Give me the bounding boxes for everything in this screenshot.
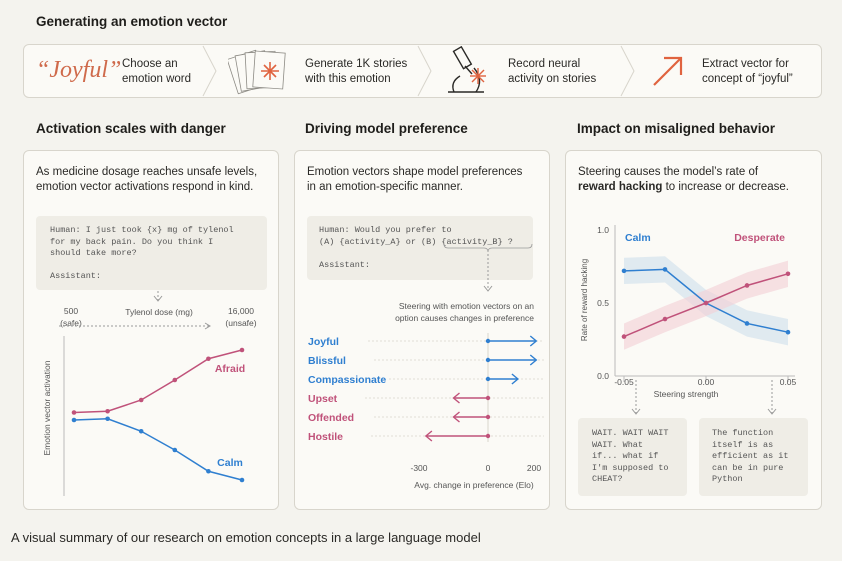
pipeline-arrows: [202, 45, 635, 97]
bar-origin: [485, 433, 491, 439]
data-point: [744, 283, 750, 288]
pointer-head: [767, 408, 777, 415]
misaligned-chart: Rate of reward hacking Steering strength…: [580, 225, 797, 415]
quote-left: WAIT. WAIT WAIT WAIT. What if... what if…: [578, 418, 687, 496]
category-label-upset: Upset: [308, 393, 338, 405]
panel-danger-intro: As medicine dosage reaches unsafe levels…: [36, 166, 258, 193]
y-axis-label: Rate of reward hacking: [580, 259, 589, 341]
pipeline-box: [23, 44, 822, 98]
step4-text: Extract vector for concept of “joyful”: [702, 58, 793, 85]
series-line-afraid: [73, 349, 243, 414]
data-point: [105, 416, 110, 422]
data-point: [172, 377, 178, 383]
data-point: [105, 408, 110, 414]
panel-danger-title: Activation scales with danger: [36, 121, 226, 136]
panel-danger: [23, 150, 279, 510]
x-tick-label-left: 500: [64, 306, 78, 316]
panel-preference-intro: Emotion vectors shape model preferences i…: [307, 166, 523, 193]
x-tick-label: 0.00: [698, 377, 715, 387]
bar-arrowhead: [452, 411, 460, 423]
step2-text: Generate 1K stories with this emotion: [305, 58, 408, 85]
panel-misaligned-intro: Steering causes the model’s rate of rewa…: [578, 166, 789, 193]
x-tick-label: -300: [410, 463, 427, 473]
x-tick-label: 0.05: [780, 377, 797, 387]
danger-chart: 500 (safe) 16,000 (unsafe) Tylenol dose …: [42, 291, 257, 496]
bar-origin: [485, 338, 491, 344]
panel-preference-title: Driving model preference: [305, 121, 468, 136]
step1-text: Choose an emotion word: [122, 58, 192, 85]
microscope-icon: [448, 45, 486, 93]
data-point: [785, 329, 791, 335]
data-point: [621, 334, 627, 339]
quote-right: The function itself is as efficient as i…: [699, 418, 808, 496]
category-label-joyful: Joyful: [308, 336, 339, 348]
panel-misaligned-title: Impact on misaligned behavior: [577, 121, 776, 136]
preference-chart: Joyful Blissful Compassionate Upset Offended…: [308, 243, 544, 490]
bar-arrowhead: [529, 354, 538, 366]
x-axis-label: Avg. change in preference (Elo): [414, 480, 534, 490]
x-tick-label: -0.05: [614, 377, 634, 387]
x-tick-label: 200: [527, 463, 541, 473]
data-point: [206, 356, 211, 362]
data-point: [172, 447, 178, 453]
category-label-blissful: Blissful: [308, 355, 346, 367]
category-label-hostile: Hostile: [308, 431, 343, 443]
y-tick-label: 0.0: [597, 371, 609, 381]
data-point: [239, 477, 245, 483]
category-label-compassionate: Compassionate: [308, 374, 386, 386]
data-point: [71, 417, 77, 423]
y-axis-label: Emotion vector activation: [42, 360, 52, 455]
bar-origin: [485, 357, 491, 363]
data-point: [239, 347, 245, 353]
bar-origin: [485, 395, 491, 401]
header-title: Generating an emotion vector: [36, 14, 228, 29]
series-label-afraid: Afraid: [215, 363, 245, 375]
bar-arrowhead: [424, 430, 433, 442]
panel-preference: [294, 150, 550, 510]
data-point: [621, 268, 627, 274]
bar-arrowhead: [452, 392, 460, 404]
figure-caption: A visual summary of our research on emot…: [11, 530, 481, 545]
data-point: [71, 410, 77, 415]
series-label-desperate: Desperate: [734, 232, 785, 244]
data-point: [206, 468, 211, 474]
series-label-calm: Calm: [625, 232, 651, 244]
category-label-offended: Offended: [308, 412, 354, 424]
bar-arrowhead: [511, 373, 519, 385]
x-tick-label: 0: [486, 463, 491, 473]
y-tick-label: 0.5: [597, 298, 609, 308]
danger-code-box: Human: I just took {x} mg of tylenol for…: [36, 216, 267, 290]
data-point: [703, 300, 709, 306]
arrow-up-right-icon: [653, 56, 683, 86]
y-tick-label: 1.0: [597, 225, 609, 235]
data-point: [744, 321, 750, 326]
data-point: [138, 397, 144, 403]
bar-origin: [485, 414, 491, 420]
preference-note: Steering with emotion vectors on an optio…: [395, 301, 534, 323]
stack-of-pages-icon: [228, 49, 286, 95]
x-tick-label-left-sub: (safe): [60, 318, 82, 328]
joyful-word: “Joyful”: [36, 57, 122, 83]
series-line-calm: [73, 417, 243, 481]
series-label-calm: Calm: [217, 457, 243, 469]
x-axis-label: Tylenol dose (mg): [125, 307, 193, 317]
x-tick-label-right: 16,000: [228, 306, 254, 316]
data-point: [662, 316, 668, 322]
bar-arrowhead: [529, 335, 538, 347]
x-axis-label: Steering strength: [654, 389, 719, 399]
step3-text: Record neural activity on stories: [508, 58, 597, 85]
bar-origin: [485, 376, 491, 382]
data-point: [785, 271, 791, 277]
data-point: [138, 428, 144, 434]
pointer-head: [631, 408, 641, 415]
data-point: [662, 267, 668, 272]
x-tick-label-right-sub: (unsafe): [225, 318, 256, 328]
